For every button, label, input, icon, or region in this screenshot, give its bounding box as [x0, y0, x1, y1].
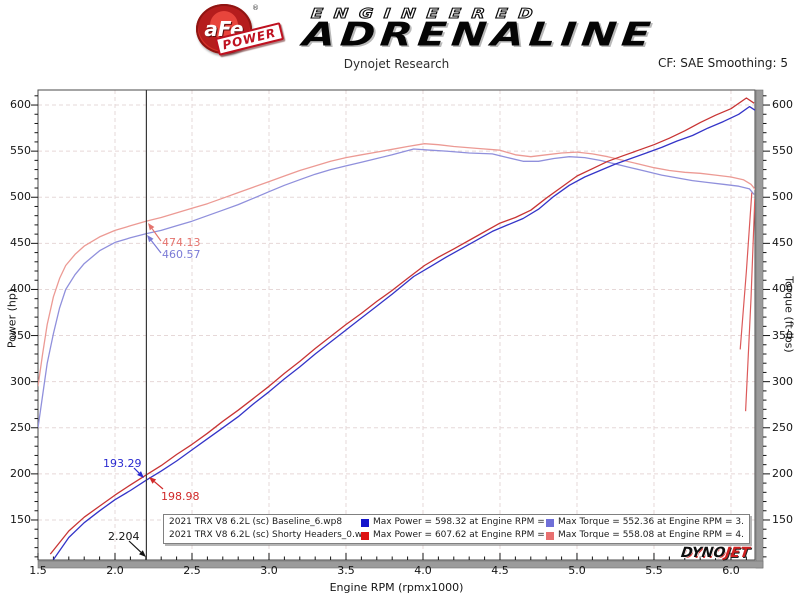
- left-tick-label: 550: [10, 144, 31, 158]
- left-tick-label: 250: [10, 420, 31, 434]
- x-tick-label: 2.5: [183, 564, 201, 577]
- x-tick-label: 2.0: [106, 564, 124, 577]
- right-tick-label: 250: [772, 420, 793, 434]
- power-color-swatch: [361, 531, 369, 540]
- torque-color-swatch: [546, 531, 554, 540]
- series-baseline-power: [52, 105, 755, 560]
- right-tick-label: 200: [772, 466, 793, 480]
- power-color-swatch: [361, 518, 369, 527]
- legend-run-name: 2021 TRX V8 6.2L (sc) Baseline_6.wp8: [169, 517, 343, 527]
- x-tick-label: 5.5: [645, 564, 663, 577]
- legend-max-torque: Max Torque = 552.36 at Engine RPM = 3.94: [558, 517, 744, 527]
- left-axis-title: Power (hp): [5, 288, 19, 349]
- legend-box: 2021 TRX V8 6.2L (sc) Baseline_6.wp8 Max…: [163, 514, 750, 544]
- legend-row-shorty-headers: 2021 TRX V8 6.2L (sc) Shorty Headers_0.w…: [164, 529, 749, 542]
- x-tick-label: 1.5: [29, 564, 47, 577]
- x-tick-label: 3.5: [337, 564, 355, 577]
- cursor-value-label: 474.13: [162, 236, 201, 249]
- right-tick-label: 350: [772, 328, 793, 342]
- left-tick-label: 400: [10, 282, 31, 296]
- legend-max-power: Max Power = 598.32 at Engine RPM = 6.12: [373, 517, 546, 527]
- left-tick-label: 500: [10, 190, 31, 204]
- cursor-value-label: 2.204: [108, 530, 140, 543]
- right-tick-label: 600: [772, 98, 793, 112]
- correction-factor-label: CF: SAE Smoothing: 5: [657, 56, 788, 70]
- dynojet-logo: DYNOJET: [679, 545, 751, 561]
- cursor-value-label: 460.57: [162, 248, 201, 261]
- legend-run-name: 2021 TRX V8 6.2L (sc) Shorty Headers_0.w…: [169, 530, 361, 540]
- right-tick-label: 550: [772, 144, 793, 158]
- legend-max-torque: Max Torque = 558.08 at Engine RPM = 4.01: [558, 530, 744, 540]
- series-shorty-headers-power: [49, 97, 755, 555]
- left-tick-label: 200: [10, 466, 31, 480]
- registered-mark-icon: ®: [252, 4, 259, 12]
- left-tick-label: 600: [10, 98, 31, 112]
- left-tick-label: 450: [10, 236, 31, 250]
- right-tick-label: 450: [772, 236, 793, 250]
- x-tick-label: 3.0: [260, 564, 278, 577]
- legend-row-baseline: 2021 TRX V8 6.2L (sc) Baseline_6.wp8 Max…: [164, 516, 749, 529]
- x-axis-title: Engine RPM (rpmx1000): [329, 581, 464, 594]
- right-tick-label: 400: [772, 282, 793, 296]
- left-tick-label: 150: [10, 512, 31, 526]
- left-tick-label: 350: [10, 328, 31, 342]
- x-tick-label: 5.0: [568, 564, 586, 577]
- series-shorty-headers-torque: [38, 143, 755, 387]
- right-tick-label: 500: [772, 190, 793, 204]
- right-tick-label: 150: [772, 512, 793, 526]
- series-rundown-tail-1: [739, 192, 753, 350]
- series-rundown-tail-2: [745, 199, 755, 412]
- cursor-value-label: 193.29: [103, 457, 142, 470]
- cursor-value-label: 198.98: [161, 490, 200, 503]
- x-tick-label: 6.0: [722, 564, 740, 577]
- x-tick-label: 4.0: [414, 564, 432, 577]
- series-baseline-torque: [38, 148, 755, 428]
- left-tick-label: 300: [10, 374, 31, 388]
- right-axis-title: Torque (ft-lbs): [782, 276, 796, 353]
- x-tick-label: 4.5: [491, 564, 509, 577]
- torque-color-swatch: [546, 518, 554, 527]
- legend-max-power: Max Power = 607.62 at Engine RPM = 6.10: [373, 530, 546, 540]
- right-tick-label: 300: [772, 374, 793, 388]
- chart-subtitle: Dynojet Research: [343, 57, 450, 71]
